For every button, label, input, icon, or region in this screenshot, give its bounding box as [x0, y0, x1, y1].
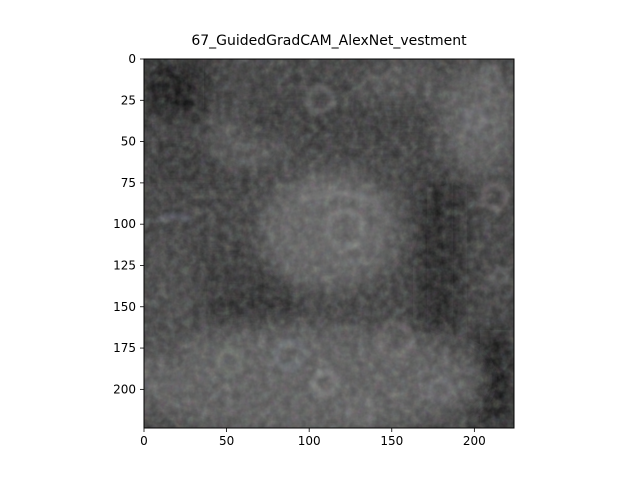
axes-frame — [143, 58, 515, 429]
x-axis: 0 50 100 150 200 — [140, 428, 486, 448]
x-tick-label: 50 — [219, 434, 234, 448]
y-tick-label: 25 — [121, 93, 136, 107]
y-tick-label: 200 — [113, 382, 136, 396]
y-tick-label: 125 — [113, 258, 136, 272]
y-tick-label: 175 — [113, 341, 136, 355]
y-tick-label: 100 — [113, 217, 136, 231]
chart-title: 67_GuidedGradCAM_AlexNet_vestment — [191, 33, 467, 49]
y-tick-label: 150 — [113, 300, 136, 314]
x-tick-label: 100 — [298, 434, 321, 448]
y-tick-label: 0 — [128, 52, 136, 66]
x-tick-label: 150 — [380, 434, 403, 448]
x-tick-label: 200 — [463, 434, 486, 448]
y-tick-label: 50 — [121, 135, 136, 149]
y-axis: 0 25 50 75 100 125 150 175 200 — [113, 52, 144, 396]
y-tick-label: 75 — [121, 176, 136, 190]
saliency-image — [144, 59, 514, 428]
x-tick-label: 0 — [140, 434, 148, 448]
